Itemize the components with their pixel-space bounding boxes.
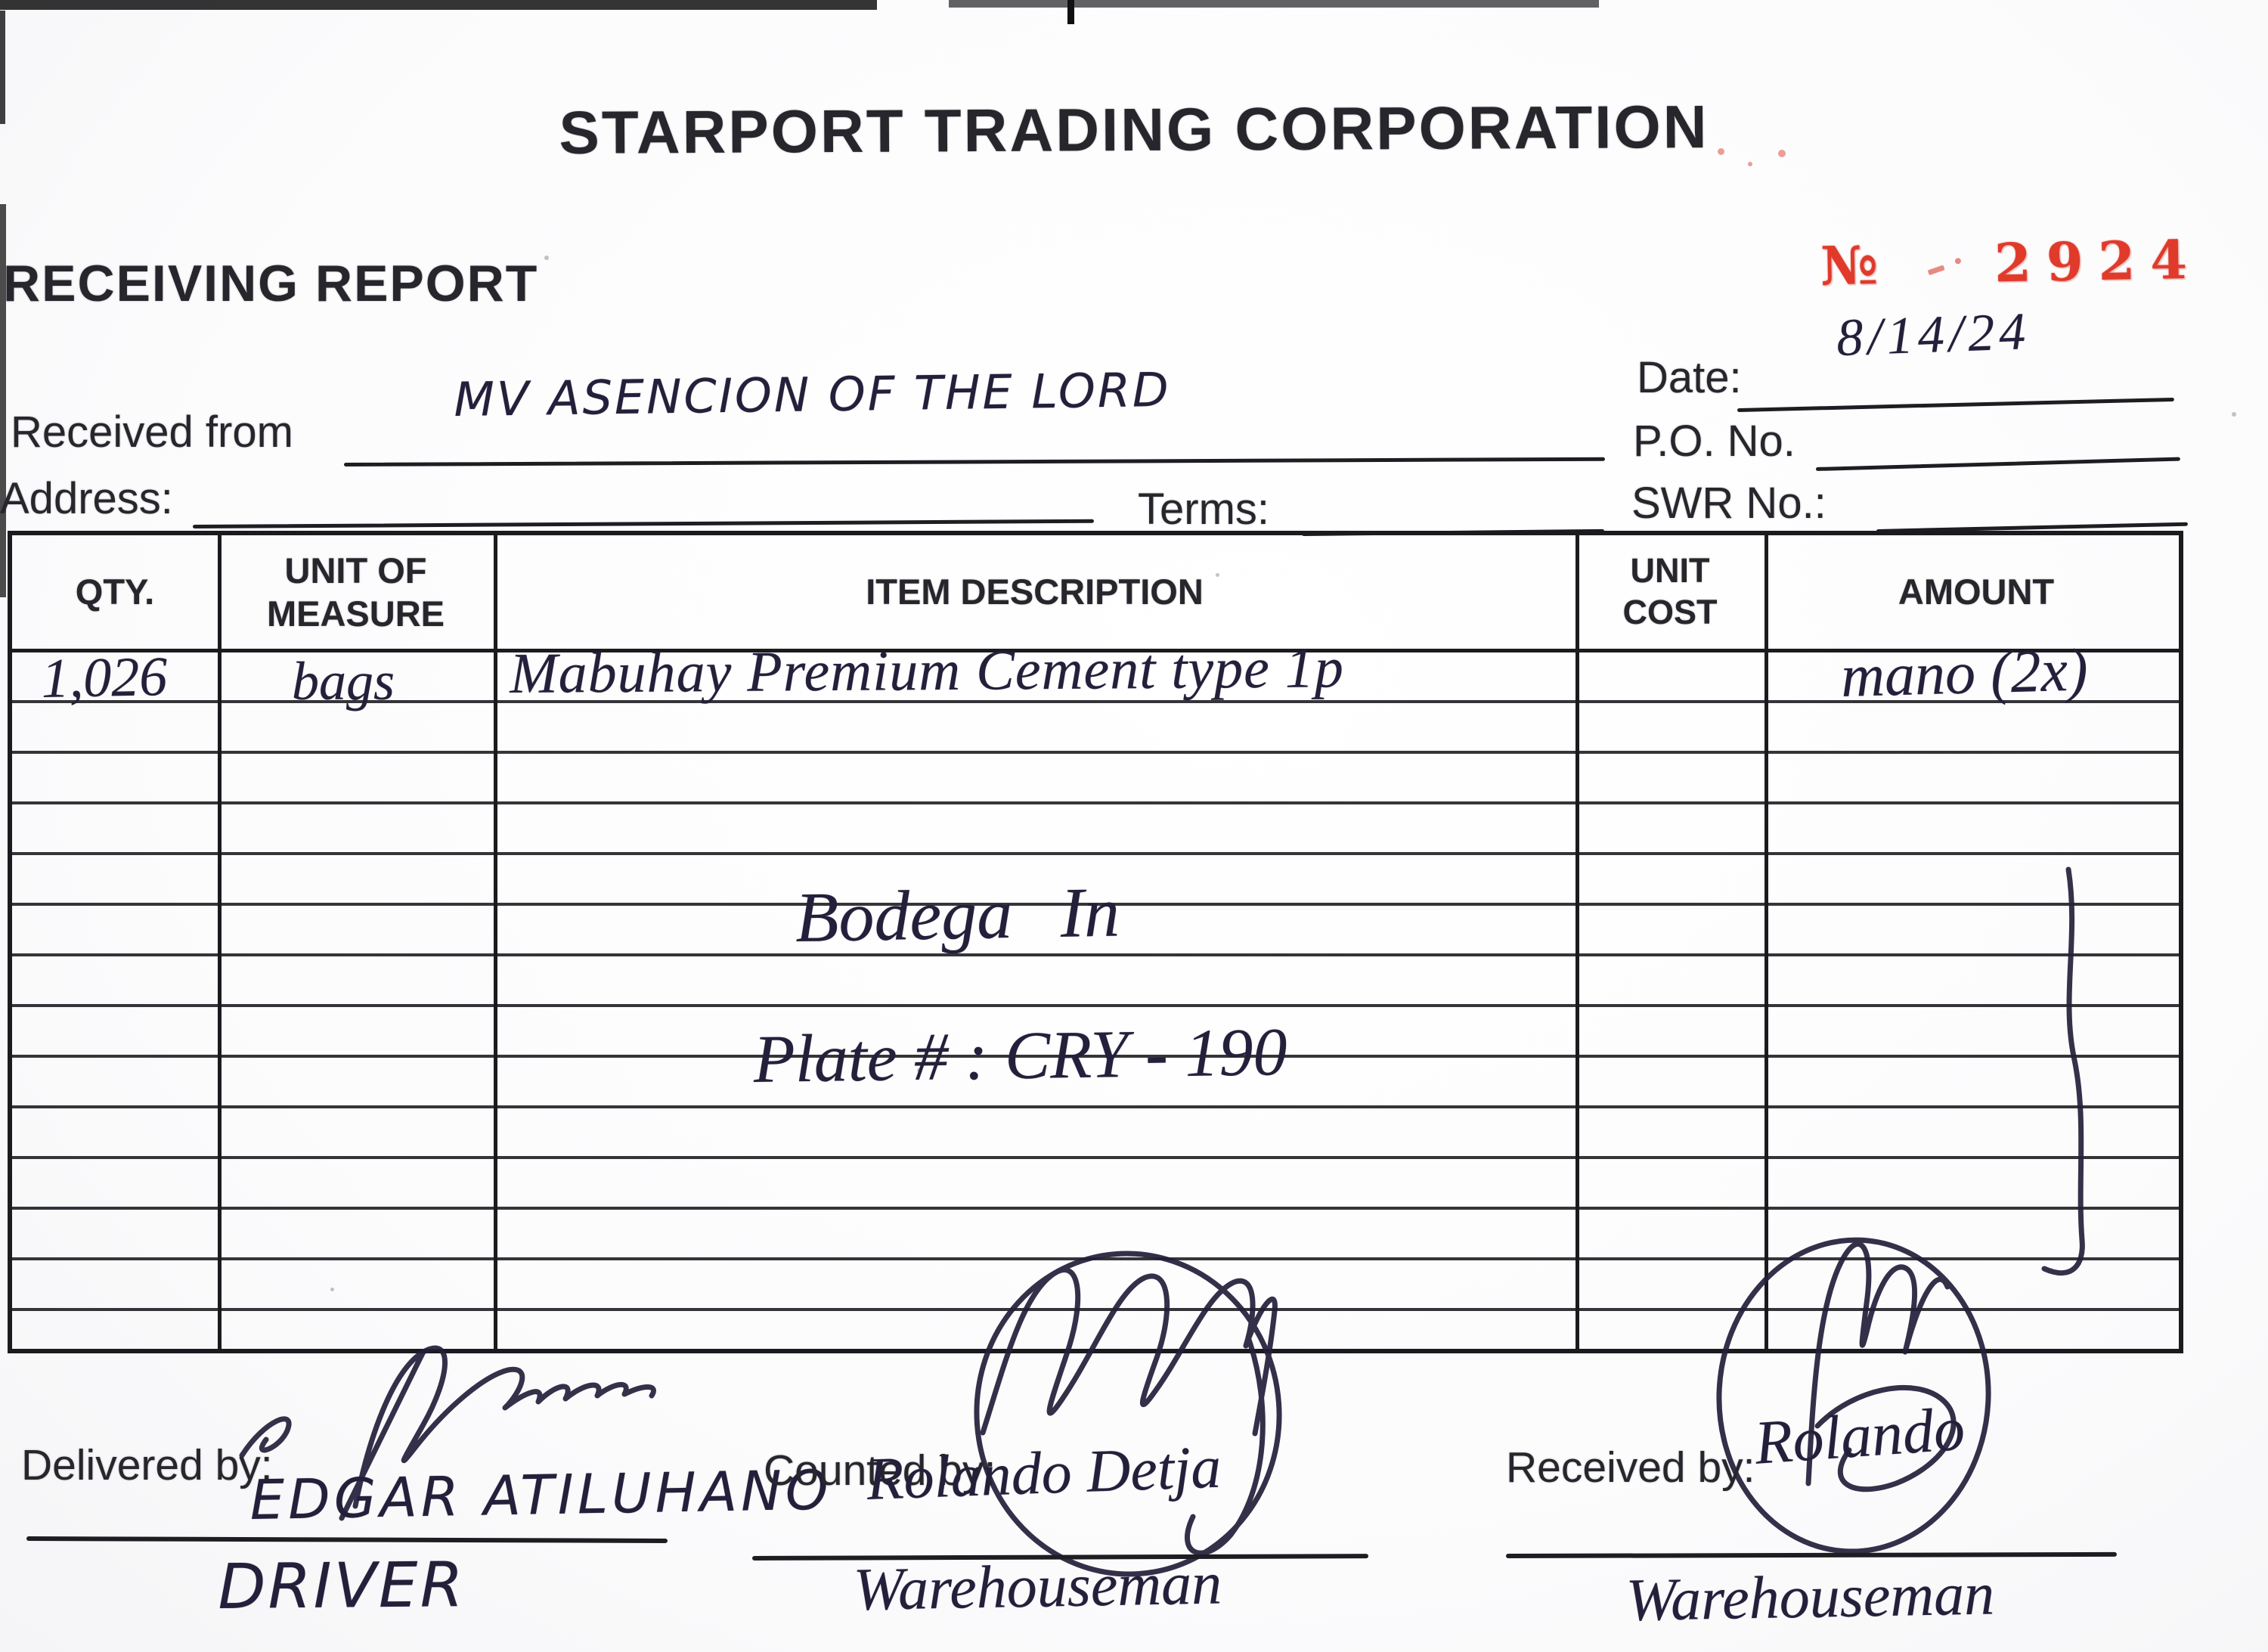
terms-label: Terms: bbox=[1138, 485, 1269, 534]
company-name: STARPORT TRADING CORPORATION bbox=[559, 93, 1709, 166]
received-from-label: Received from bbox=[11, 408, 293, 457]
counted-by-name: Rolando Detja bbox=[866, 1433, 1222, 1513]
row-qty-value: 1,026 bbox=[41, 646, 168, 710]
delivered-by-name: EDGAR ATILUHANO bbox=[249, 1458, 833, 1532]
received-from-value: MV ASENCION OF THE LORD bbox=[454, 361, 1172, 427]
counted-by-label: Counted by: bbox=[764, 1446, 996, 1495]
address-line bbox=[192, 519, 1094, 528]
table-body-rules bbox=[12, 652, 2179, 1349]
header-unit-of-measure: UNIT OF MEASURE bbox=[266, 550, 445, 634]
stamp-smudge bbox=[1891, 232, 1981, 276]
stamp-bleed-dot bbox=[1778, 150, 1786, 157]
stamp-bleed-dot bbox=[1718, 148, 1724, 155]
address-label: Address: bbox=[0, 474, 173, 523]
row-description-value: Mabuhay Premium Cement type 1p bbox=[510, 636, 1345, 705]
delivered-by-line bbox=[26, 1536, 668, 1543]
annotation-plate-number: Plate # : CRY - 190 bbox=[753, 1015, 1288, 1097]
header-unit-cost: UNIT COST bbox=[1622, 551, 1718, 631]
table-header-row bbox=[12, 535, 2179, 652]
annotation-bodega-in: Bodega In bbox=[795, 872, 1120, 957]
scan-edge-top-tick bbox=[1067, 0, 1074, 24]
items-table: QTY. UNIT OF MEASURE ITEM DESCRIPTION UN… bbox=[8, 531, 2183, 1353]
form-number-prefix: № bbox=[1820, 234, 1880, 298]
po-no-line bbox=[1815, 457, 2180, 471]
row-unit-value: bags bbox=[292, 651, 395, 711]
received-by-name: Rolando bbox=[1752, 1393, 1967, 1477]
date-value: 8/14/24 bbox=[1836, 302, 2031, 367]
received-by-role: Warehouseman bbox=[1625, 1561, 1995, 1634]
scan-edge-top-left bbox=[0, 0, 877, 10]
scan-edge-left-2 bbox=[0, 204, 6, 597]
paper-speck bbox=[544, 256, 549, 260]
scan-edge-left-1 bbox=[0, 11, 5, 124]
counted-by-role: Warehouseman bbox=[853, 1550, 1222, 1623]
received-from-line bbox=[343, 457, 1605, 466]
paper-speck bbox=[1216, 573, 1219, 577]
po-no-label: P.O. No. bbox=[1633, 417, 1796, 466]
date-line bbox=[1737, 397, 2174, 412]
delivered-by-label: Delivered by: bbox=[21, 1441, 273, 1489]
header-amount: AMOUNT bbox=[1898, 572, 2055, 612]
form-number-stamp: № 2924 bbox=[1820, 228, 2202, 298]
date-label: Date: bbox=[1637, 353, 1742, 402]
delivered-by-role: DRIVER bbox=[218, 1549, 466, 1623]
received-by-label: Received by: bbox=[1506, 1443, 1755, 1492]
paper-speck bbox=[2232, 412, 2236, 417]
received-by-line bbox=[1505, 1551, 2118, 1558]
stamp-bleed-dot bbox=[1748, 162, 1752, 166]
swr-no-label: SWR No.: bbox=[1631, 479, 1826, 528]
header-qty: QTY. bbox=[75, 572, 155, 612]
header-item-description: ITEM DESCRIPTION bbox=[866, 572, 1204, 612]
scan-edge-top-right bbox=[949, 0, 1599, 8]
form-number-value: 2924 bbox=[1994, 228, 2203, 295]
row-amount-value: mano (2x) bbox=[1840, 637, 2089, 710]
form-title: RECEIVING REPORT bbox=[3, 255, 539, 312]
